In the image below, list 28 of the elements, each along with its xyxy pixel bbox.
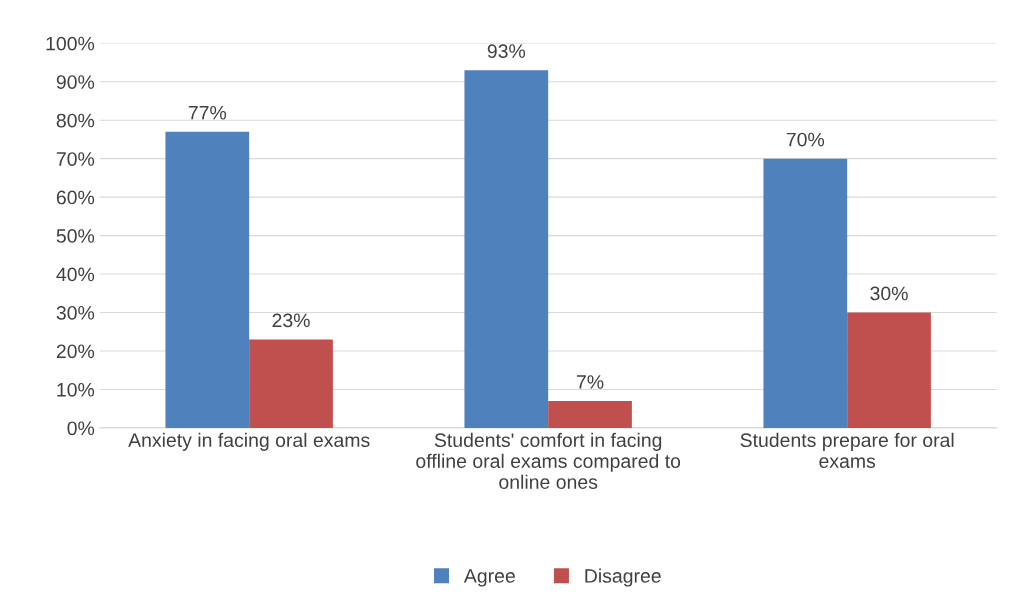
y-tick-label: 30% [56, 305, 95, 320]
y-tick-label: 80% [56, 113, 95, 128]
legend-label: Agree [463, 569, 515, 587]
bar [165, 131, 250, 428]
data-label: 23% [272, 313, 310, 328]
y-tick-label: 0% [67, 421, 95, 436]
y-tick-label: 50% [56, 229, 95, 243]
y-tick-label: 100% [46, 36, 95, 51]
x-tick-label: Students' comfort in facing offline oral exams compared to online ones [416, 432, 681, 489]
x-tick-label: Students prepare for oral exams [740, 432, 954, 468]
x-tick-label: Anxiety in facing oral exams [128, 432, 370, 451]
y-tick-label: 20% [56, 344, 95, 359]
data-label: 30% [870, 286, 908, 301]
legend-label: Disagree [585, 568, 661, 587]
data-label: 7% [576, 375, 604, 389]
y-tick-label: 10% [57, 382, 95, 397]
bar [763, 158, 848, 428]
y-tick-label: 90% [56, 75, 95, 89]
bar [847, 312, 931, 428]
bar [249, 339, 333, 428]
y-tick-label: 70% [56, 152, 95, 166]
data-label: 70% [786, 132, 825, 147]
data-label: 77% [188, 105, 227, 120]
bar [548, 400, 632, 428]
bar [464, 70, 549, 428]
y-tick-label: 40% [56, 267, 95, 282]
y-tick-label: 60% [56, 190, 95, 205]
data-label: 93% [487, 44, 526, 59]
